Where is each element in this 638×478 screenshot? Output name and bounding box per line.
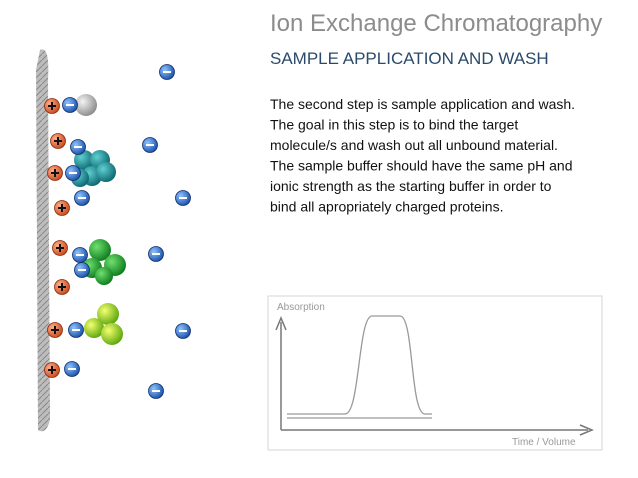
positive-charge [52, 240, 68, 256]
title: Ion Exchange Chromatography [270, 10, 602, 37]
negative-charge [148, 246, 164, 262]
negative-charge [64, 361, 80, 377]
x-axis-label: Time / Volume [512, 437, 576, 448]
description-line: The second step is sample application an… [270, 96, 575, 112]
positive-charge [54, 279, 70, 295]
positive-charge [47, 165, 63, 181]
description-line: molecule/s and wash out all unbound mate… [270, 137, 558, 153]
negative-charge [70, 139, 86, 155]
negative-charge [148, 383, 164, 399]
positive-charge [44, 98, 60, 114]
negative-charge [159, 64, 175, 80]
negative-charge [62, 97, 78, 113]
graph-curve [287, 315, 432, 419]
graph-axes [275, 316, 594, 436]
negative-charge [68, 322, 84, 338]
negative-charge [65, 165, 81, 181]
description-line: The sample buffer should have the same p… [270, 158, 572, 174]
description-line: ionic strength as the starting buffer in… [270, 178, 552, 194]
positive-charge [54, 200, 70, 216]
description-line: The goal in this step is to bind the tar… [270, 117, 518, 133]
subtitle: SAMPLE APPLICATION AND WASH [270, 49, 549, 68]
negative-charge [74, 262, 90, 278]
description-line: bind all apropriately charged proteins. [270, 199, 503, 215]
description: The second step is sample application an… [270, 96, 575, 215]
resin-surface [36, 49, 50, 432]
negative-charge [72, 247, 88, 263]
ions [44, 64, 191, 399]
positive-charge [50, 133, 66, 149]
negative-charge [175, 323, 191, 339]
y-axis-label: Absorption [277, 302, 325, 313]
negative-charge [175, 190, 191, 206]
negative-charge [142, 137, 158, 153]
proteins [71, 94, 126, 345]
positive-charge [44, 362, 60, 378]
negative-charge [74, 190, 90, 206]
positive-charge [47, 322, 63, 338]
graph-frame [267, 295, 603, 451]
